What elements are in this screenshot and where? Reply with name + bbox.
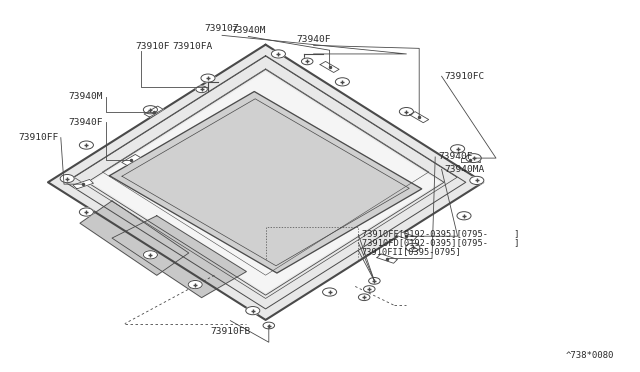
Circle shape — [79, 208, 93, 216]
Polygon shape — [122, 154, 141, 166]
Text: 73910FB: 73910FB — [211, 327, 250, 336]
Circle shape — [246, 307, 260, 315]
Circle shape — [79, 141, 93, 149]
Circle shape — [466, 154, 481, 163]
Text: 73940F: 73940F — [438, 153, 473, 161]
Text: 73910FII[0395-0795]: 73910FII[0395-0795] — [362, 247, 461, 256]
Text: 73910FC: 73910FC — [445, 72, 485, 81]
Text: 73940M: 73940M — [68, 92, 102, 101]
Circle shape — [271, 50, 285, 58]
Circle shape — [143, 106, 157, 114]
Text: ^738*0080: ^738*0080 — [566, 351, 614, 360]
Circle shape — [196, 86, 207, 93]
Circle shape — [364, 286, 375, 292]
Polygon shape — [112, 216, 246, 298]
Circle shape — [60, 174, 74, 183]
Polygon shape — [396, 231, 417, 241]
Circle shape — [201, 74, 215, 82]
Circle shape — [399, 108, 413, 116]
Text: 73910FA: 73910FA — [172, 42, 212, 51]
Text: 73910Z: 73910Z — [205, 25, 239, 33]
Circle shape — [301, 58, 313, 65]
Circle shape — [323, 288, 337, 296]
Circle shape — [263, 322, 275, 329]
Circle shape — [457, 212, 471, 220]
Polygon shape — [48, 45, 483, 320]
Polygon shape — [144, 106, 163, 117]
Text: 73910FD[0192-0395][0795-     ]: 73910FD[0192-0395][0795- ] — [362, 238, 519, 247]
Polygon shape — [73, 179, 93, 189]
Polygon shape — [80, 201, 189, 275]
Polygon shape — [320, 61, 339, 73]
Polygon shape — [109, 92, 422, 273]
Text: 73940M: 73940M — [231, 26, 266, 35]
Circle shape — [406, 243, 420, 251]
Polygon shape — [377, 254, 397, 263]
Text: 73910FE[0192-0395][0795-     ]: 73910FE[0192-0395][0795- ] — [362, 230, 519, 238]
Text: 73910FF: 73910FF — [19, 133, 59, 142]
Polygon shape — [461, 158, 480, 162]
Polygon shape — [92, 72, 440, 292]
Circle shape — [143, 251, 157, 259]
Circle shape — [451, 145, 465, 153]
Circle shape — [335, 78, 349, 86]
Circle shape — [470, 176, 484, 185]
Polygon shape — [410, 112, 429, 123]
Circle shape — [369, 278, 380, 284]
Circle shape — [358, 294, 370, 301]
Text: 73910F: 73910F — [135, 42, 170, 51]
Text: 73940MA: 73940MA — [445, 165, 485, 174]
Text: 73940F: 73940F — [296, 35, 331, 44]
Circle shape — [188, 280, 202, 289]
Text: 73940F: 73940F — [68, 118, 102, 126]
